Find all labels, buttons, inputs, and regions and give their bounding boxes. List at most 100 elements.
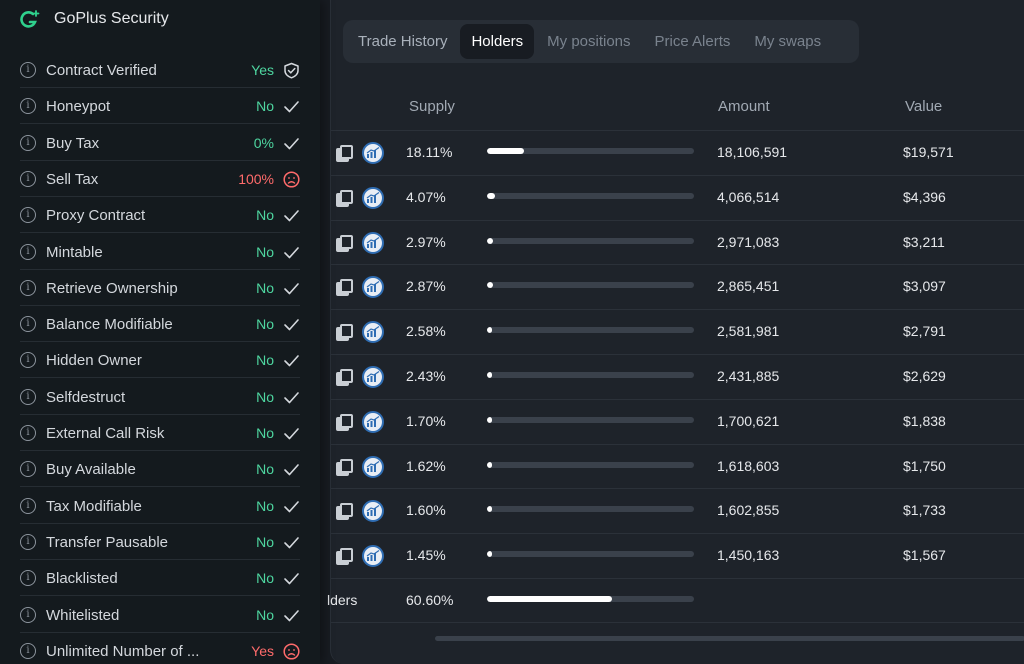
supply-percent: 1.60% [406, 502, 446, 519]
check-icon [283, 135, 300, 152]
copy-icon[interactable] [336, 548, 353, 566]
info-icon[interactable]: i [20, 642, 36, 659]
holder-value: $3,211 [903, 233, 945, 250]
info-icon[interactable]: i [20, 243, 36, 260]
security-check-row: i Selfdestruct No [20, 379, 300, 415]
holder-amount: 1,618,603 [717, 457, 780, 474]
tab-trade-history[interactable]: Trade History [358, 33, 448, 50]
check-icon [283, 389, 300, 406]
info-icon[interactable]: i [20, 316, 36, 333]
info-icon[interactable]: i [20, 461, 36, 478]
goplus-security-panel: GoPlus Security i Contract Verified Yes i Ho… [0, 0, 320, 664]
supply-bar-fill [487, 551, 493, 558]
info-icon[interactable]: i [20, 170, 36, 187]
holder-value: $1,838 [903, 412, 946, 429]
check-label: Contract Verified [46, 62, 157, 79]
info-icon[interactable]: i [20, 425, 36, 441]
security-check-row: i Whitelisted No [20, 597, 300, 633]
security-check-row: i Honeypot No [20, 88, 300, 125]
holder-avatar-icon[interactable] [362, 366, 384, 388]
supply-percent: 18.11% [406, 144, 453, 160]
info-icon[interactable]: i [20, 570, 36, 587]
holder-avatar-icon[interactable] [362, 276, 384, 299]
check-label: Blacklisted [46, 570, 118, 588]
check-value: No [256, 207, 274, 224]
supply-bar-fill [487, 416, 493, 423]
supply-percent: 2.87% [406, 278, 446, 295]
holders-panel: Trade History Holders My positions Price Al… [327, 0, 1024, 664]
supply-bar [487, 237, 694, 244]
info-icon[interactable]: i [20, 352, 36, 369]
holder-value: $1,750 [903, 457, 946, 474]
holder-avatar-icon[interactable] [362, 545, 384, 568]
supply-bar-fill [487, 327, 493, 334]
info-icon[interactable]: i [20, 134, 36, 151]
holder-amount: 1,602,855 [717, 502, 780, 519]
holder-value: $1,567 [903, 547, 946, 564]
supply-bar [487, 551, 694, 558]
tab-my-positions[interactable]: My positions [547, 33, 631, 50]
copy-icon[interactable] [336, 189, 353, 207]
info-icon[interactable]: i [20, 533, 36, 550]
check-value: No [256, 98, 274, 115]
table-row: 4.07% 4,066,514 $4,396 [331, 174, 1024, 220]
security-check-row: i Buy Available No [20, 451, 300, 488]
info-icon[interactable]: i [20, 388, 36, 405]
info-icon[interactable]: i [20, 606, 36, 623]
check-value: No [256, 425, 274, 441]
supply-bar-fill [487, 148, 525, 154]
tab-price-alerts[interactable]: Price Alerts [654, 33, 731, 50]
holder-value: $1,733 [903, 502, 946, 519]
check-icon [283, 461, 300, 478]
copy-icon[interactable] [336, 369, 353, 386]
holder-avatar-icon[interactable] [362, 410, 384, 433]
supply-header: Supply [409, 98, 455, 115]
info-icon[interactable]: i [20, 279, 36, 296]
copy-icon[interactable] [336, 458, 353, 476]
info-icon[interactable]: i [20, 62, 36, 78]
security-check-row: i Proxy Contract No [20, 197, 300, 234]
holder-avatar-icon[interactable] [362, 142, 384, 164]
info-icon[interactable]: i [20, 98, 36, 115]
holder-avatar-icon[interactable] [362, 186, 384, 209]
check-label: Unlimited Number of ... [46, 642, 200, 660]
check-icon [283, 207, 300, 224]
holder-value: $3,097 [903, 278, 946, 295]
table-row: 1.70% 1,700,621 $1,838 [331, 398, 1024, 444]
copy-icon[interactable] [336, 279, 353, 297]
info-icon[interactable]: i [20, 497, 36, 514]
holder-avatar-icon[interactable] [362, 321, 384, 344]
security-check-row: i Retrieve Ownership No [20, 270, 300, 306]
holder-avatar-icon[interactable] [362, 231, 384, 254]
check-value: No [256, 606, 274, 623]
holder-amount: 4,066,514 [717, 188, 780, 205]
tab-holders[interactable]: Holders [460, 24, 535, 59]
copy-icon[interactable] [336, 503, 353, 521]
tab-my-swaps[interactable]: My swaps [754, 33, 822, 50]
holder-avatar-icon[interactable] [362, 500, 384, 523]
total-row: lders 60.60% [327, 578, 1024, 623]
holder-amount: 1,700,621 [717, 412, 780, 429]
security-check-row: i Mintable No [20, 234, 300, 270]
holder-amount: 2,581,981 [717, 323, 780, 340]
holder-avatar-icon[interactable] [362, 455, 384, 478]
supply-bar [487, 282, 694, 289]
check-icon [283, 498, 300, 515]
check-icon [283, 570, 300, 587]
info-icon[interactable]: i [20, 207, 36, 224]
panel-title: GoPlus Security [54, 10, 169, 27]
holder-amount: 1,450,163 [717, 547, 780, 564]
check-label: Hidden Owner [46, 352, 142, 370]
copy-icon[interactable] [336, 234, 353, 252]
supply-percent: 4.07% [406, 188, 446, 205]
check-value: 100% [238, 170, 274, 187]
shield-check-icon [283, 62, 300, 79]
horizontal-scrollbar[interactable] [435, 636, 1024, 641]
security-check-row: i Transfer Pausable No [20, 524, 300, 560]
copy-icon[interactable] [336, 413, 353, 431]
copy-icon[interactable] [336, 145, 353, 162]
supply-bar-fill [487, 237, 494, 244]
check-icon [283, 607, 300, 624]
check-label: Sell Tax [46, 170, 99, 188]
copy-icon[interactable] [336, 324, 353, 342]
